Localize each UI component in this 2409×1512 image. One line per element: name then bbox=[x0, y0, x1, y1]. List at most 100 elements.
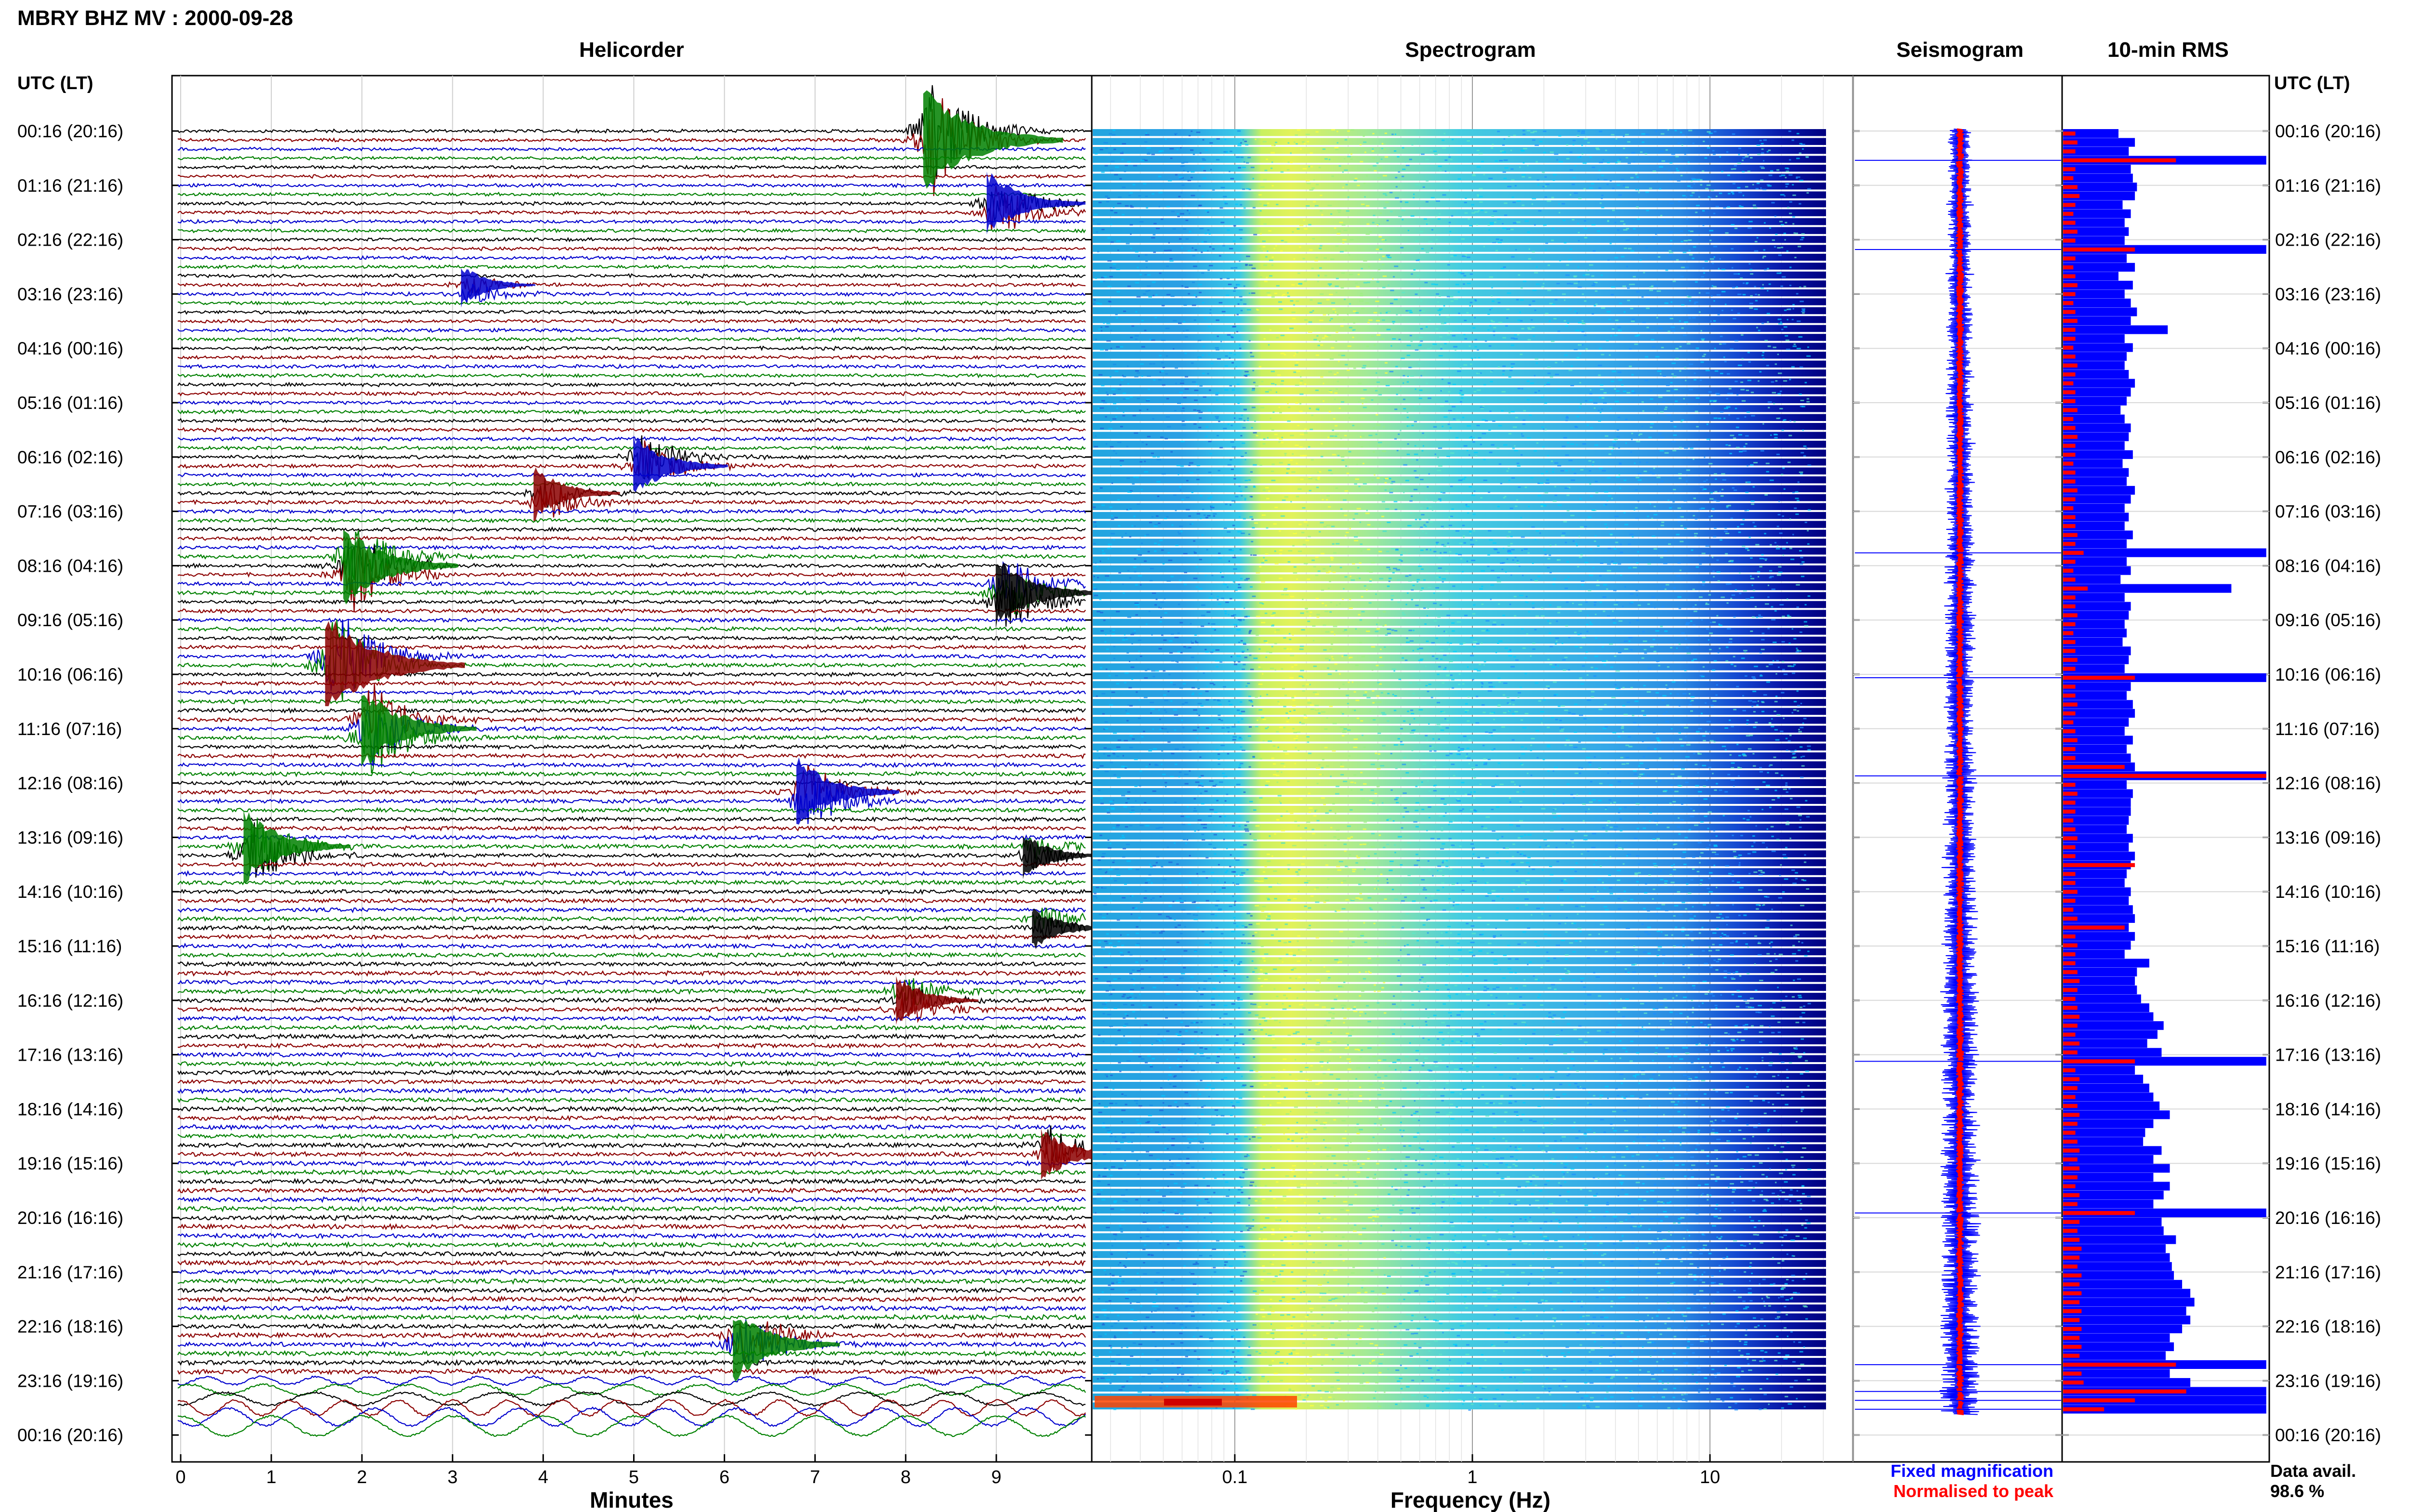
spectrogram-speckle bbox=[1410, 988, 1414, 990]
spectrogram-speckle bbox=[1174, 1183, 1178, 1184]
spectrogram-speckle bbox=[1549, 664, 1553, 666]
spectrogram-speckle bbox=[1443, 322, 1446, 324]
spectrogram-speckle bbox=[1565, 470, 1568, 472]
spectrogram-speckle bbox=[1213, 847, 1217, 849]
spectrogram-speckle bbox=[1118, 977, 1121, 979]
spectrogram-speckle bbox=[1283, 589, 1287, 591]
spectrogram-speckle bbox=[1588, 1370, 1593, 1372]
helicorder-trace-line bbox=[177, 517, 1086, 524]
spectrogram-speckle bbox=[1284, 753, 1289, 755]
spectrogram-speckle bbox=[1759, 1408, 1762, 1410]
spectrogram-speckle bbox=[1801, 942, 1803, 944]
spectrogram-speckle bbox=[1544, 933, 1548, 935]
spectrogram-speckle bbox=[1588, 470, 1591, 472]
spectrogram-speckle bbox=[1287, 1034, 1291, 1036]
spectrogram-speckle bbox=[1329, 706, 1333, 708]
spectrogram-speckle bbox=[1105, 990, 1109, 992]
spectrogram-speckle bbox=[1769, 570, 1773, 572]
spectrogram-speckle bbox=[1765, 927, 1770, 929]
spectrogram-speckle bbox=[1309, 807, 1313, 809]
spectrogram-speckle bbox=[1565, 454, 1569, 456]
spectrogram-speckle bbox=[1508, 468, 1509, 470]
spectrogram-speckle bbox=[1418, 1219, 1422, 1221]
spectrogram-speckle bbox=[1302, 949, 1306, 951]
spectrogram-speckle bbox=[1700, 507, 1705, 509]
spectrogram-speckle bbox=[1121, 996, 1125, 998]
helicorder-trace-line bbox=[177, 445, 1086, 451]
spectrogram-speckle bbox=[1674, 1291, 1678, 1293]
spectrogram-speckle bbox=[1407, 443, 1409, 445]
spectrogram-speckle bbox=[1619, 1057, 1621, 1059]
spectrogram-speckle bbox=[1420, 568, 1424, 570]
spectrogram-speckle bbox=[1485, 630, 1490, 632]
spectrogram-speckle bbox=[1375, 1074, 1377, 1076]
spectrogram-speckle bbox=[1099, 407, 1104, 409]
spectrogram-speckle bbox=[1634, 872, 1639, 874]
spectrogram-speckle bbox=[1598, 933, 1600, 935]
spectrogram-speckle bbox=[1420, 300, 1422, 302]
spectrogram-speckle bbox=[1679, 477, 1682, 479]
spectrogram-speckle bbox=[1204, 1198, 1208, 1200]
spectrogram-speckle bbox=[1688, 967, 1690, 969]
spectrogram-speckle bbox=[1306, 880, 1310, 881]
spectrogram-speckle bbox=[1517, 1057, 1519, 1059]
spectrogram-speckle bbox=[1472, 881, 1477, 882]
spectrogram-speckle bbox=[1274, 563, 1279, 565]
spectrogram-speckle bbox=[1239, 549, 1242, 551]
spectrogram-speckle bbox=[1698, 196, 1700, 197]
helicorder-trace-line bbox=[177, 822, 1086, 878]
helicorder-trace-line bbox=[177, 400, 1086, 406]
spectrogram-speckle bbox=[1455, 1345, 1457, 1347]
spectrogram-speckle bbox=[1757, 1234, 1759, 1236]
spectrogram-speckle bbox=[1579, 353, 1582, 355]
spectrogram-speckle bbox=[1673, 1055, 1678, 1057]
spectrogram-speckle bbox=[1258, 984, 1263, 986]
spectrogram-speckle bbox=[1776, 574, 1781, 576]
spectrogram-speckle bbox=[1249, 993, 1253, 995]
spectrogram-speckle bbox=[1152, 234, 1156, 236]
spectrogram-speckle bbox=[1448, 898, 1451, 900]
spectrogram-speckle bbox=[1755, 300, 1758, 302]
helicorder-trace-line bbox=[177, 98, 1086, 196]
spectrogram-speckle bbox=[1269, 1104, 1272, 1106]
spectrogram-speckle bbox=[1655, 1315, 1659, 1317]
spectrogram-speckle bbox=[1639, 433, 1642, 435]
spectrogram-speckle bbox=[1704, 157, 1707, 159]
spectrogram-speckle bbox=[1807, 745, 1811, 747]
spectrogram-speckle bbox=[1326, 971, 1330, 973]
spectrogram-speckle bbox=[1215, 416, 1219, 418]
spectrogram-speckle bbox=[1715, 1208, 1718, 1210]
helicorder-trace-line bbox=[177, 888, 1086, 895]
spectrogram-speckle bbox=[1189, 1217, 1191, 1219]
spectrogram-speckle bbox=[1807, 1196, 1811, 1197]
spectrogram-speckle bbox=[1411, 424, 1414, 426]
spectrogram-speckle bbox=[1094, 594, 1099, 596]
spectrogram-speckle bbox=[1532, 1088, 1535, 1090]
helicorder-panel bbox=[171, 75, 1093, 1463]
spectrogram-speckle bbox=[1662, 1397, 1665, 1399]
spectrogram-speckle bbox=[1618, 620, 1623, 622]
spectrogram-speckle bbox=[1161, 339, 1166, 341]
spectrogram-speckle bbox=[1325, 1407, 1330, 1408]
spectrogram-speckle bbox=[1304, 432, 1308, 434]
spectrogram-speckle bbox=[1450, 158, 1453, 160]
spectrogram-speckle bbox=[1215, 1407, 1218, 1409]
spectrogram-speckle bbox=[1528, 248, 1530, 250]
spectrogram-speckle bbox=[1549, 1282, 1552, 1284]
spectrogram-speckle bbox=[1672, 1282, 1675, 1283]
spectrogram-speckle bbox=[1204, 233, 1207, 235]
spectrogram-speckle bbox=[1379, 657, 1382, 658]
spectrogram-speckle bbox=[1673, 587, 1676, 589]
spectrogram-speckle bbox=[1330, 1322, 1334, 1324]
spectrogram-speckle bbox=[1243, 643, 1246, 645]
spectrogram-speckle bbox=[1594, 656, 1599, 657]
spectrogram-speckle bbox=[1173, 1076, 1176, 1078]
spectrogram-speckle bbox=[1104, 1314, 1107, 1316]
spectrogram-speckle bbox=[1700, 361, 1704, 363]
spectrogram-speckle bbox=[1588, 1210, 1591, 1212]
spectrogram-speckle bbox=[1102, 550, 1104, 552]
spectrogram-speckle bbox=[1726, 406, 1731, 408]
spectrogram-row bbox=[1093, 1170, 1826, 1178]
spectrogram-speckle bbox=[1767, 268, 1769, 269]
spectrogram-speckle bbox=[1334, 373, 1337, 375]
